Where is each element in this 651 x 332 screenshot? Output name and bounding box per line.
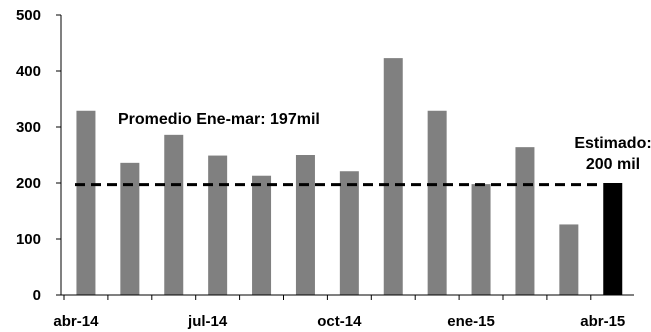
bar-abr-15: [603, 183, 623, 295]
x-tick-label: ene-15: [447, 313, 495, 330]
bar-jun-14: [164, 134, 184, 295]
bar-ene-15: [471, 184, 491, 295]
average-annotation: Promedio Ene-mar: 197mil: [118, 111, 320, 128]
bar-nov-14: [383, 58, 403, 296]
y-tick-label: 400: [16, 63, 41, 80]
bar-abr-14: [76, 110, 96, 295]
x-tick-label: abr-14: [53, 313, 99, 330]
y-ticks: 0 100 200 300 400 500: [16, 7, 61, 304]
estimate-annotation-line1: Estimado:: [574, 135, 651, 152]
x-ticks: abr-14 jul-14 oct-14 ene-15 abr-15: [53, 295, 625, 330]
bar-dic-14: [427, 110, 447, 295]
x-tick-label: abr-15: [580, 313, 625, 330]
y-tick-label: 300: [16, 119, 41, 136]
bar-ago-14: [252, 175, 272, 295]
axes: [60, 15, 634, 296]
x-tick-label: oct-14: [317, 313, 362, 330]
bar-may-14: [120, 162, 140, 295]
bar-oct-14: [339, 171, 359, 295]
bar-mar-15: [559, 224, 579, 295]
x-tick-label: jul-14: [187, 313, 228, 330]
bar-feb-15: [515, 147, 535, 295]
y-tick-label: 500: [16, 7, 41, 24]
y-tick-label: 0: [33, 287, 41, 304]
bar-jul-14: [208, 155, 228, 295]
y-tick-label: 100: [16, 231, 41, 248]
estimate-annotation-line2: 200 mil: [586, 156, 640, 173]
y-tick-label: 200: [16, 175, 41, 192]
bar-sep-14: [295, 155, 315, 295]
bars-layer: [76, 58, 623, 296]
